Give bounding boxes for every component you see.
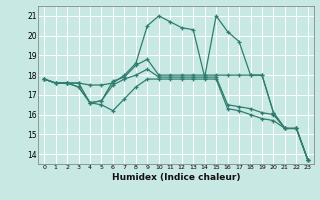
X-axis label: Humidex (Indice chaleur): Humidex (Indice chaleur) bbox=[112, 173, 240, 182]
